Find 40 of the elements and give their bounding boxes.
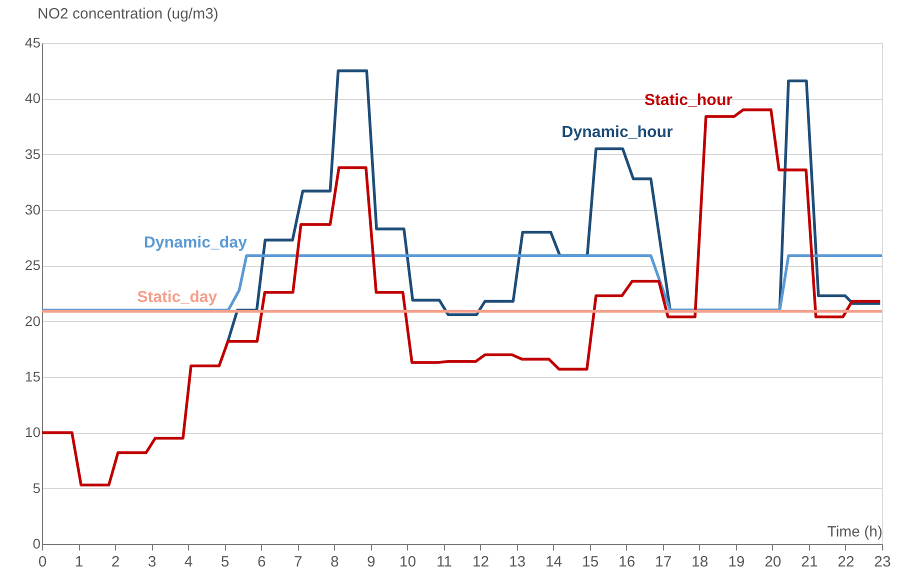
- x-tick-label: 17: [655, 554, 672, 570]
- y-tick-label: 15: [24, 368, 41, 384]
- y-tick-label: 5: [32, 480, 41, 496]
- x-tick-label: 9: [367, 554, 376, 570]
- series-label: Dynamic_day: [144, 234, 248, 252]
- x-axis-title: Time (h): [827, 524, 882, 540]
- series-label: Dynamic_hour: [562, 124, 673, 142]
- x-tick-label: 3: [148, 554, 156, 570]
- x-tick-label: 14: [545, 554, 562, 570]
- y-tick-label: 0: [32, 536, 41, 552]
- x-tick-label: 4: [184, 554, 193, 570]
- line-series: [40, 108, 882, 486]
- x-tick-label: 15: [582, 554, 599, 570]
- x-tick-label: 18: [692, 554, 708, 570]
- x-tick-label: 8: [330, 554, 339, 570]
- x-tick-label: 13: [508, 554, 526, 570]
- x-tick-label: 10: [399, 554, 416, 570]
- x-tick-label: 20: [764, 554, 782, 570]
- x-tick-label: 2: [111, 554, 120, 570]
- series-label: Static_hour: [644, 92, 732, 109]
- y-tick-label: 45: [24, 34, 41, 50]
- y-tick-label: 25: [24, 257, 41, 274]
- y-tick-label: 40: [24, 90, 41, 106]
- x-tick-label: 6: [257, 554, 266, 570]
- series-label: Static_day: [137, 288, 218, 306]
- x-tick-label: 22: [838, 554, 854, 570]
- x-tick-label: 21: [801, 554, 818, 570]
- x-tick-label: 16: [618, 554, 636, 570]
- x-tick-label: 12: [472, 554, 490, 570]
- x-tick-label: 23: [874, 554, 891, 570]
- y-axis-title: NO2 concentration (ug/m3): [38, 6, 218, 22]
- x-tick-label: 5: [220, 554, 230, 570]
- y-tick-label: 35: [24, 146, 41, 162]
- y-tick-label: 30: [24, 202, 41, 218]
- x-tick-label: 1: [74, 554, 84, 570]
- x-tick-label: 19: [728, 554, 745, 570]
- x-tick-label: 7: [294, 554, 302, 570]
- y-tick-label: 10: [24, 424, 41, 440]
- x-tick-label: 11: [436, 554, 452, 570]
- y-tick-label: 20: [24, 312, 41, 329]
